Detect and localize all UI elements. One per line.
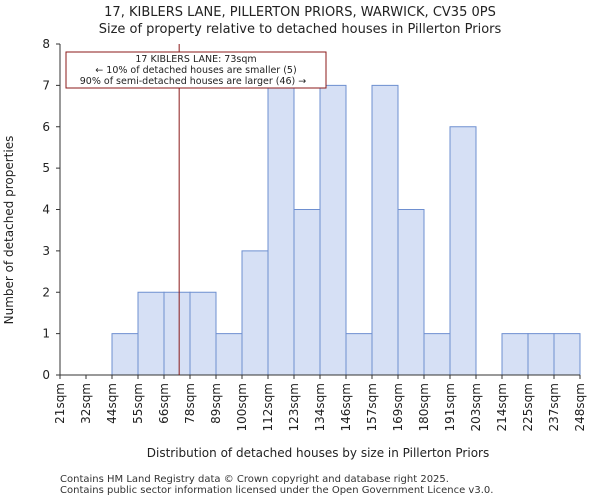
x-tick-label: 66sqm xyxy=(157,383,171,424)
x-tick-label: 89sqm xyxy=(209,383,223,424)
x-tick-label: 180sqm xyxy=(417,383,431,431)
y-tick-label: 7 xyxy=(42,78,50,92)
x-tick-label: 225sqm xyxy=(521,383,535,431)
annotation-line-2: ← 10% of detached houses are smaller (5) xyxy=(95,65,296,76)
x-tick-label: 191sqm xyxy=(443,383,457,431)
x-tick-label: 248sqm xyxy=(573,383,587,431)
y-tick-label: 1 xyxy=(42,327,50,341)
annotation-line-1: 17 KIBLERS LANE: 73sqm xyxy=(135,54,256,65)
x-tick-label: 203sqm xyxy=(469,383,483,431)
x-tick-label: 134sqm xyxy=(313,383,327,431)
y-tick-label: 3 xyxy=(42,244,50,258)
bar-169sqm xyxy=(397,209,425,376)
annotation-box: 17 KIBLERS LANE: 73sqm ← 10% of detached… xyxy=(65,51,327,89)
y-axis-label: Number of detached properties xyxy=(2,136,16,325)
bar-237sqm xyxy=(553,333,581,376)
bar-100sqm xyxy=(241,250,269,376)
x-tick-label: 44sqm xyxy=(105,383,119,424)
y-tick-label: 2 xyxy=(42,285,50,299)
bar-55sqm xyxy=(137,291,165,376)
x-tick-label: 100sqm xyxy=(235,383,249,431)
bar-112sqm xyxy=(267,84,295,376)
bar-66sqm xyxy=(163,291,191,376)
y-tick-label: 0 xyxy=(42,368,50,382)
x-tick-label: 146sqm xyxy=(339,383,353,431)
bar-89sqm xyxy=(215,333,243,376)
y-tick-label: 6 xyxy=(42,120,50,134)
bar-123sqm xyxy=(293,209,321,376)
y-tick-label: 8 xyxy=(42,37,50,51)
bar-78sqm xyxy=(189,291,217,376)
chart-title: 17, KIBLERS LANE, PILLERTON PRIORS, WARW… xyxy=(104,5,496,20)
x-tick-label: 123sqm xyxy=(287,383,301,431)
x-axis-label: Distribution of detached houses by size … xyxy=(147,446,489,460)
x-tick-label: 214sqm xyxy=(495,383,509,431)
y-tick-label: 5 xyxy=(42,161,50,175)
chart-subtitle: Size of property relative to detached ho… xyxy=(98,22,502,37)
bar-191sqm xyxy=(449,126,477,376)
x-tick-label: 112sqm xyxy=(261,383,275,431)
y-tick-label: 4 xyxy=(42,203,50,217)
x-tick-label: 169sqm xyxy=(391,383,405,431)
x-tick-label: 237sqm xyxy=(547,383,561,431)
bar-146sqm xyxy=(345,333,373,376)
bar-134sqm xyxy=(319,84,347,376)
x-tick-label: 21sqm xyxy=(53,383,67,424)
bar-44sqm xyxy=(111,333,139,376)
x-tick-label: 32sqm xyxy=(79,383,93,424)
x-tick-label: 157sqm xyxy=(365,383,379,431)
bar-225sqm xyxy=(527,333,555,376)
bar-157sqm xyxy=(371,84,399,376)
x-tick-label: 78sqm xyxy=(183,383,197,424)
bar-180sqm xyxy=(423,333,451,376)
footer-line-1: Contains HM Land Registry data © Crown c… xyxy=(60,474,449,485)
footer-line-2: Contains public sector information licen… xyxy=(60,485,494,496)
bar-214sqm xyxy=(501,333,529,376)
x-tick-label: 55sqm xyxy=(131,383,145,424)
annotation-line-3: 90% of semi-detached houses are larger (… xyxy=(80,76,307,87)
